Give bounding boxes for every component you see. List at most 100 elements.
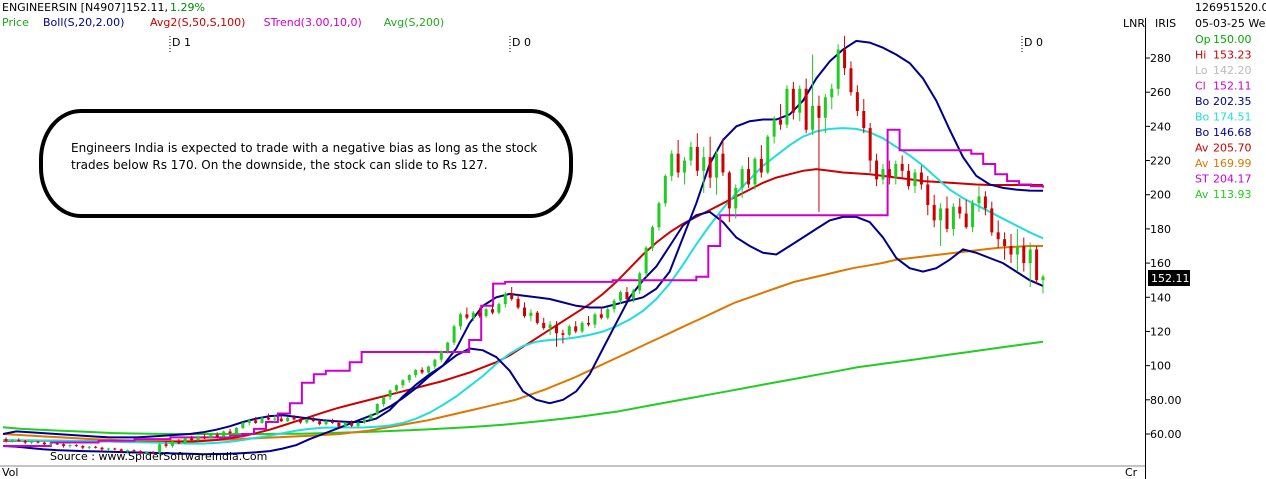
candle-body [215, 434, 219, 437]
price-axis-tick-label: 100 [1150, 360, 1171, 373]
candle-body [1015, 246, 1019, 255]
candle-body [529, 312, 533, 317]
price-axis-tick-label: 220 [1150, 155, 1171, 168]
candle-body [311, 419, 315, 422]
info-label: Op [1195, 33, 1211, 46]
candle-body [695, 146, 699, 171]
candle-body [183, 438, 187, 444]
info-value: 152.11 [1213, 80, 1252, 93]
candle-body [516, 298, 520, 308]
candle-body [458, 314, 462, 327]
candle-body [74, 445, 78, 447]
candle-body [382, 397, 386, 405]
candle-body [599, 314, 603, 318]
candle-body [87, 446, 91, 448]
candle-body [228, 431, 232, 434]
price-axis-tick-label: 180 [1150, 223, 1171, 236]
candle-body [490, 309, 494, 313]
price-axis: 60.00 80.00 100 120 140 160 180 200 220 240 260 280 [1145, 52, 1182, 441]
annotation-line-1: Engineers India is expected to trade wit… [71, 141, 537, 155]
candle-body [100, 447, 104, 450]
candle-body [279, 418, 283, 422]
candle-body [158, 444, 162, 453]
candle-body [126, 450, 130, 452]
candle-body [49, 443, 53, 445]
candle-body [42, 442, 46, 445]
candle-body [548, 324, 552, 329]
candle-body [772, 119, 776, 137]
candle-body [324, 421, 328, 425]
candle-body [644, 247, 648, 274]
info-label: Bo [1195, 126, 1210, 139]
candle-body [676, 153, 680, 173]
info-label: ST [1195, 173, 1209, 186]
candle-body [900, 163, 904, 171]
candle-body [977, 196, 981, 204]
candle-body [81, 445, 85, 448]
info-label: Av [1195, 188, 1209, 201]
candle-body [266, 417, 270, 420]
supertrend-line [3, 128, 1044, 447]
candle-body [734, 187, 738, 209]
info-value: 205.70 [1213, 142, 1252, 155]
candle-body [971, 203, 975, 228]
candle-body [612, 300, 616, 310]
candle-body [721, 153, 725, 173]
candle-body [555, 324, 559, 334]
candle-body [177, 441, 181, 444]
candle-body [202, 436, 206, 439]
candle-body [702, 157, 706, 171]
candle-body [689, 146, 693, 161]
annotation-callout: Engineers India is expected to trade wit… [39, 109, 573, 218]
info-value: 150.00 [1213, 33, 1252, 46]
candle-body [836, 49, 840, 89]
info-value: 146.68 [1213, 126, 1252, 139]
candle-body [426, 366, 430, 373]
candle-body [452, 326, 456, 343]
change-label: 1.29% [170, 1, 205, 14]
candle-body [798, 88, 802, 113]
candle-body [817, 105, 821, 118]
candle-body [823, 97, 827, 118]
candle-body [1035, 249, 1039, 281]
candle-body [785, 88, 789, 125]
candle-body [273, 418, 277, 420]
price-axis-tick-label: 80.00 [1150, 394, 1182, 407]
volume-pane-label: Vol [2, 466, 18, 479]
volume-readout: 126951520.0 [1195, 1, 1266, 14]
price-axis-tick-label: 160 [1150, 257, 1171, 270]
candle-body [254, 420, 258, 423]
candle-body [542, 322, 546, 329]
candle-body [234, 428, 238, 434]
candle-body [945, 208, 949, 229]
candle-body [260, 417, 264, 423]
period-separators [169, 36, 1023, 54]
candle-body [433, 359, 437, 367]
info-value: 113.93 [1213, 188, 1252, 201]
annotation-line-2: trades below Rs 170. On the downside, th… [71, 158, 488, 172]
candle-body [62, 444, 66, 446]
candle-body [330, 421, 334, 423]
price-axis-tick-label: 60.00 [1150, 428, 1182, 441]
candle-body [350, 422, 354, 426]
candle-body [587, 322, 591, 325]
candle-body [190, 438, 194, 440]
indicator-legend-item: Boll(S,20,2.00) [43, 16, 124, 29]
candle-body [913, 172, 917, 187]
current-price-tag: 152.11 [1148, 270, 1190, 286]
candle-body [471, 312, 475, 318]
candle-body [753, 158, 757, 185]
candle-body [10, 439, 14, 441]
candle-body [337, 422, 341, 427]
info-label: Av [1195, 142, 1209, 155]
indicator-legend-item: Avg(S,200) [384, 16, 444, 29]
candle-body [631, 290, 635, 299]
candle-body [119, 449, 123, 452]
candle-body [23, 440, 27, 443]
candle-body [606, 309, 610, 318]
candle-body [625, 292, 629, 299]
candle-body [356, 422, 360, 426]
source-credit: Source : www.SpiderSoftwareIndia.Com [50, 450, 267, 463]
candle-body [36, 441, 40, 443]
